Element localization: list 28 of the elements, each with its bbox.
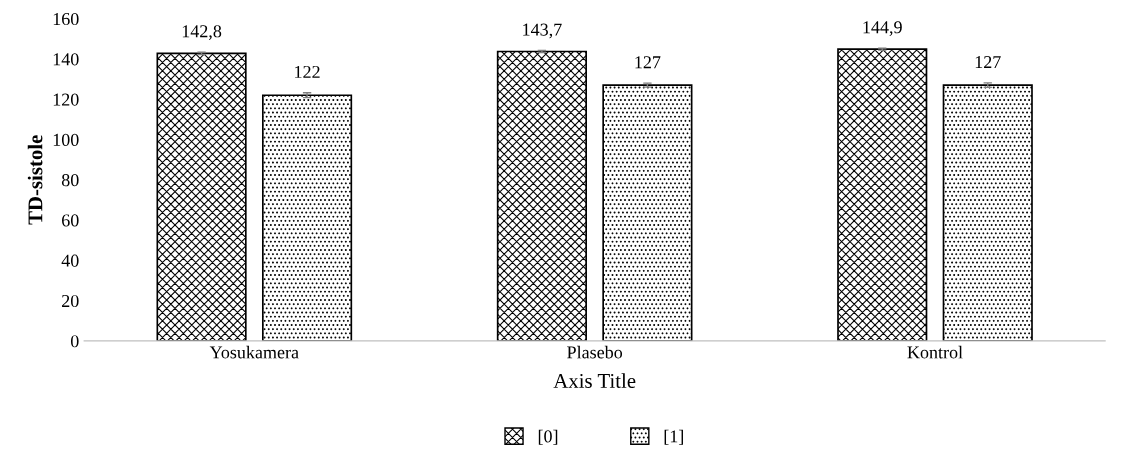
y-tick-label: 40	[61, 254, 79, 267]
y-tick-label: 60	[62, 214, 79, 227]
y-tick-label: 160	[53, 12, 79, 26]
bar	[942, 84, 1033, 341]
data-label: 127	[635, 56, 661, 69]
legend-label: [1]	[664, 429, 683, 445]
x-tick-label: Kontrol	[907, 345, 963, 359]
bar	[156, 52, 247, 341]
y-tick-label: 100	[53, 133, 79, 146]
bar	[837, 48, 928, 341]
y-tick-label: 20	[62, 294, 79, 308]
data-label: 143,7	[523, 23, 562, 39]
y-axis-title: TD-sistole	[27, 135, 43, 225]
x-tick-label: Yosukamera	[209, 345, 299, 359]
y-tick-label: 140	[53, 53, 79, 66]
y-tick-label: 120	[53, 93, 79, 106]
bar	[496, 50, 587, 341]
x-tick-label: Plasebo	[567, 345, 623, 359]
y-tick-label: 0	[70, 335, 79, 348]
bar	[261, 94, 353, 341]
legend-label: [0]	[538, 429, 558, 445]
bar	[602, 84, 693, 341]
x-axis-title: Axis Title	[553, 373, 636, 388]
y-tick-label: 80	[61, 174, 79, 187]
data-label: 142,8	[182, 25, 222, 40]
data-label: 122	[295, 65, 320, 78]
data-label: 127	[975, 56, 1001, 68]
data-label: 144,9	[863, 21, 902, 36]
